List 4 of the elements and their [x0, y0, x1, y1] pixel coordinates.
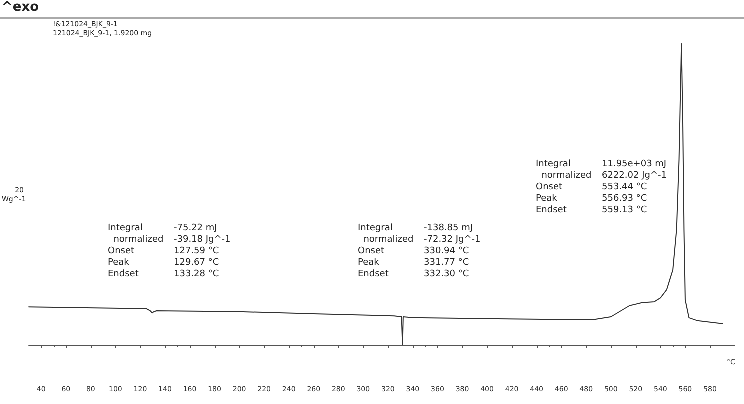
text: ^exo	[2, 0, 40, 15]
text: Integral 11.95e+03 mJ normalized 6222.02 Jg^-1 Onset 553.44 °C Peak 556.93 °C Endset 559.13 °C	[536, 160, 667, 216]
text: Integral -75.22 mJ normalized -39.18 Jg^-1 Onset 127.59 °C Peak 129.67 °C Endset 133.28 °C	[108, 224, 231, 280]
text: Integral -138.85 mJ normalized -72.32 Jg^-1 Onset 330.94 °C Peak 331.77 °C Endset 332.30 °C	[358, 224, 481, 280]
